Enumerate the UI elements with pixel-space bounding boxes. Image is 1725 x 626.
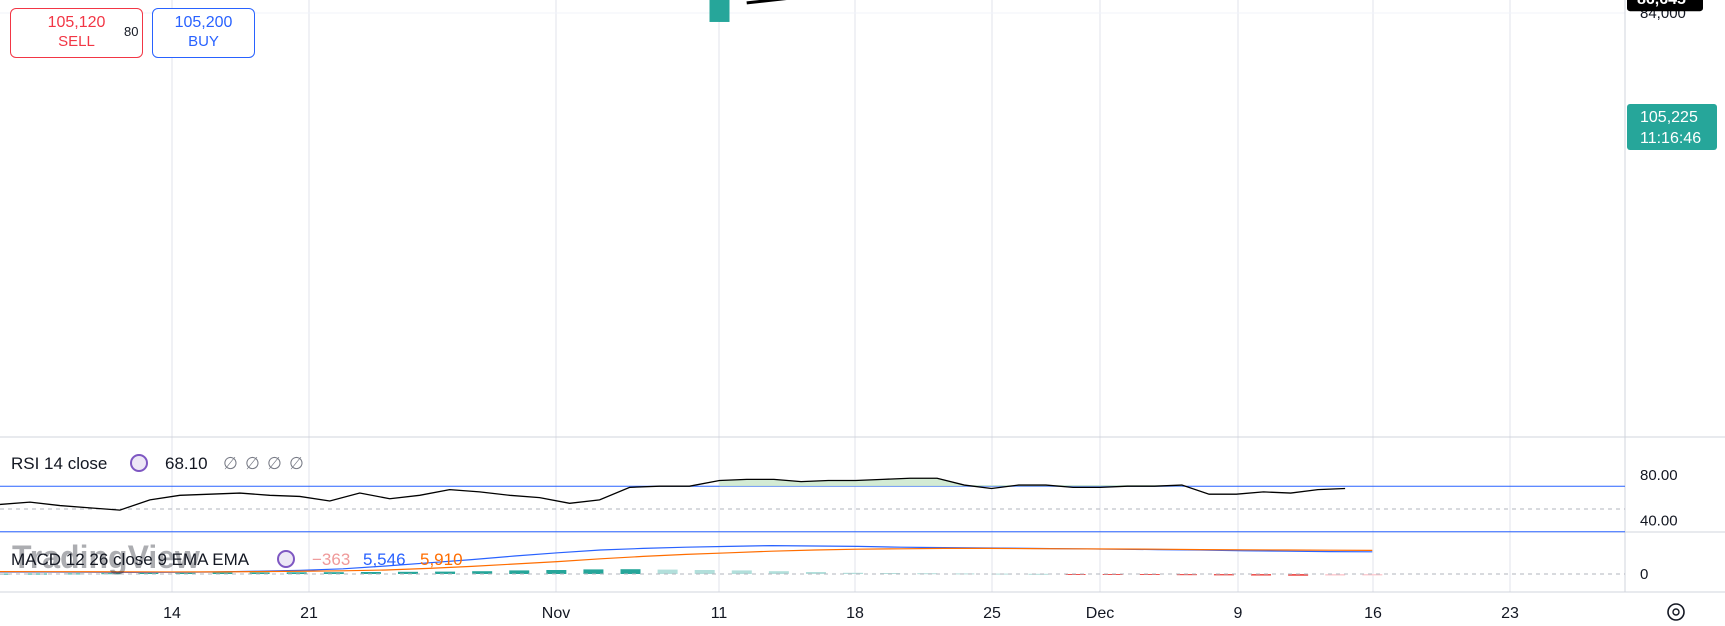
macd-histogram-bar [509, 570, 530, 574]
macd-histogram-bar [546, 570, 567, 574]
rsi-nan-value: ∅ [267, 454, 282, 474]
macd-histogram-bar [472, 571, 493, 574]
gear-icon-center [1672, 608, 1680, 616]
macd-histogram-bar [138, 573, 159, 574]
macd-histogram-bar [583, 569, 604, 574]
last-price-countdown: 11:16:46 [1640, 130, 1701, 147]
macd-histogram-bar [1213, 574, 1234, 576]
rsi-line [0, 477, 1346, 511]
time-tick-label: 23 [1501, 605, 1519, 622]
macd-title: MACD 12 26 close 9 EMA EMA [11, 550, 250, 569]
buy-price: 105,200 [174, 14, 233, 31]
time-tick-label: 9 [1234, 605, 1243, 622]
price-labels: 107,855100,19597,47593,96586,645105,2251… [1627, 0, 1717, 150]
macd-histogram-bar [27, 573, 48, 575]
macd-signal-value: 5,910 [420, 550, 463, 569]
macd-histogram-bar [1251, 574, 1272, 576]
macd-histogram-bar [397, 571, 418, 574]
last-price-label-box [1627, 104, 1717, 150]
macd-pane: MACD 12 26 close 9 EMA EMA −363 5,546 5,910… [0, 539, 1625, 576]
rsi-nan-value: ∅ [289, 454, 304, 474]
rsi-title: RSI 14 close [11, 454, 107, 473]
rsi-value: 68.10 [165, 454, 208, 473]
level-price-label-box [1627, 0, 1703, 12]
sell-label: SELL [58, 33, 95, 50]
macd-histogram-bar [249, 572, 270, 574]
macd-histogram-bar [323, 572, 344, 574]
macd-histogram-bar [1176, 574, 1197, 576]
macd-histogram-bar [1288, 574, 1309, 576]
macd-histogram-bar [175, 572, 196, 574]
macd-histogram-bar [954, 573, 975, 575]
macd-histogram-bar [212, 572, 233, 574]
time-tick-label: 18 [846, 605, 864, 622]
macd-histogram-bar [768, 571, 789, 574]
macd-tick-label: 0 [1640, 566, 1648, 583]
macd-histogram-bar [0, 573, 10, 575]
last-price-value: 105,225 [1640, 109, 1698, 126]
macd-histogram-bar [1139, 574, 1160, 575]
trend-channel[interactable] [746, 0, 1563, 5]
macd-histogram-bar [843, 572, 864, 574]
rsi-nan-value: ∅ [245, 454, 260, 474]
level-price-label: 86,645 [1637, 0, 1686, 8]
macd-histogram-bar [1325, 574, 1346, 576]
axes: 84,00088,00092,00096,000112,00080.0040.0… [163, 5, 1686, 622]
time-tick-label: 21 [300, 605, 318, 622]
time-tick-label: 11 [711, 605, 728, 622]
macd-histogram-bar [101, 573, 122, 575]
buy-label: BUY [188, 33, 219, 50]
rsi-pane: RSI 14 close 68.10 ∅ ∅ ∅ ∅ [0, 454, 1625, 533]
tradingview-watermark: TradingView [12, 539, 200, 575]
buy-button[interactable]: 105,200 BUY [152, 8, 255, 58]
time-tick-label: Dec [1086, 605, 1114, 622]
macd-histogram-bar [657, 569, 678, 574]
gear-icon [1667, 603, 1685, 621]
macd-histogram-bar [917, 573, 938, 575]
eye-cycle-icon [130, 454, 148, 472]
macd-signal-line [0, 547, 1373, 573]
candle-body [709, 0, 730, 22]
macd-histogram-bar [620, 569, 641, 574]
sell-button[interactable]: 105,120 SELL [10, 8, 143, 58]
candlestick-series [709, 0, 730, 22]
macd-histogram-bar [435, 571, 456, 574]
macd-histogram-bar [694, 570, 715, 574]
sell-price: 105,120 [47, 14, 106, 31]
macd-histogram-value: −363 [312, 550, 350, 569]
macd-histogram-bar [731, 570, 752, 574]
macd-histogram-bar [1028, 573, 1049, 575]
time-tick-label: 14 [163, 605, 181, 622]
macd-histogram-bar [286, 572, 307, 574]
time-tick-label: 25 [983, 605, 1001, 622]
macd-histogram-bar [360, 572, 381, 574]
spread-value: 80 [124, 24, 139, 39]
rsi-tick-label: 40.00 [1640, 512, 1678, 529]
macd-histogram-bar [805, 572, 826, 574]
time-tick-label: Nov [542, 605, 570, 622]
rsi-tick-label: 80.00 [1640, 467, 1678, 484]
grid [0, 0, 1725, 593]
rsi-nan-value: ∅ [223, 454, 238, 474]
macd-histogram-bar [1362, 574, 1383, 576]
eye-cycle-icon [277, 550, 295, 568]
time-tick-label: 16 [1364, 605, 1382, 622]
macd-value: 5,546 [363, 550, 406, 569]
channel-lower-line [746, 0, 787, 5]
